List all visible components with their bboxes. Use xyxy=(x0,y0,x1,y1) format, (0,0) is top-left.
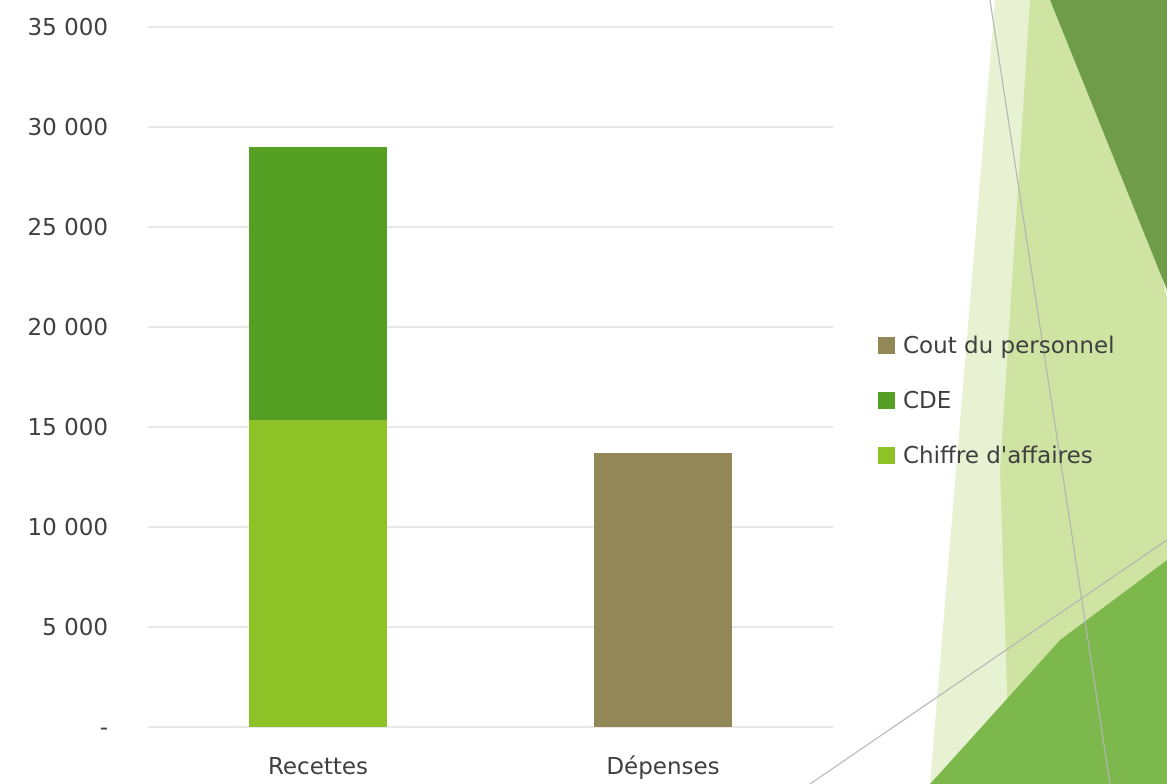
y-tick-label: 35 000 xyxy=(28,15,108,41)
decor-light-green-facet xyxy=(1000,0,1167,784)
y-tick-label: 5 000 xyxy=(42,615,108,641)
legend-label: Chiffre d'affaires xyxy=(903,443,1093,469)
bar-segment xyxy=(594,453,732,727)
decor-dark-green-facet xyxy=(1050,0,1167,290)
y-tick-label: 25 000 xyxy=(28,215,108,241)
legend-swatch xyxy=(878,447,895,464)
legend: Cout du personnel CDE Chiffre d'affaires xyxy=(878,333,1114,469)
bar-segment xyxy=(249,420,387,727)
legend-swatch xyxy=(878,337,895,354)
x-category-label: Dépenses xyxy=(606,754,719,780)
decor-line-1 xyxy=(989,0,1111,784)
y-tick-label: 15 000 xyxy=(28,415,108,441)
bars xyxy=(249,147,732,727)
decor-mid-green-facet xyxy=(930,560,1167,784)
bar-segment xyxy=(249,147,387,420)
x-category-label: Recettes xyxy=(268,754,368,780)
decor-line-2 xyxy=(809,539,1167,784)
y-tick-label: 20 000 xyxy=(28,315,108,341)
y-tick-label: - xyxy=(100,715,108,741)
y-tick-label: 30 000 xyxy=(28,115,108,141)
legend-swatch xyxy=(878,392,895,409)
x-axis-category-labels: Recettes Dépenses xyxy=(268,754,720,780)
y-tick-label: 10 000 xyxy=(28,515,108,541)
legend-label: CDE xyxy=(903,388,951,414)
legend-label: Cout du personnel xyxy=(903,333,1114,359)
y-axis-tick-labels: - 5 000 10 000 15 000 20 000 25 000 30 000 35 0… xyxy=(28,15,108,741)
